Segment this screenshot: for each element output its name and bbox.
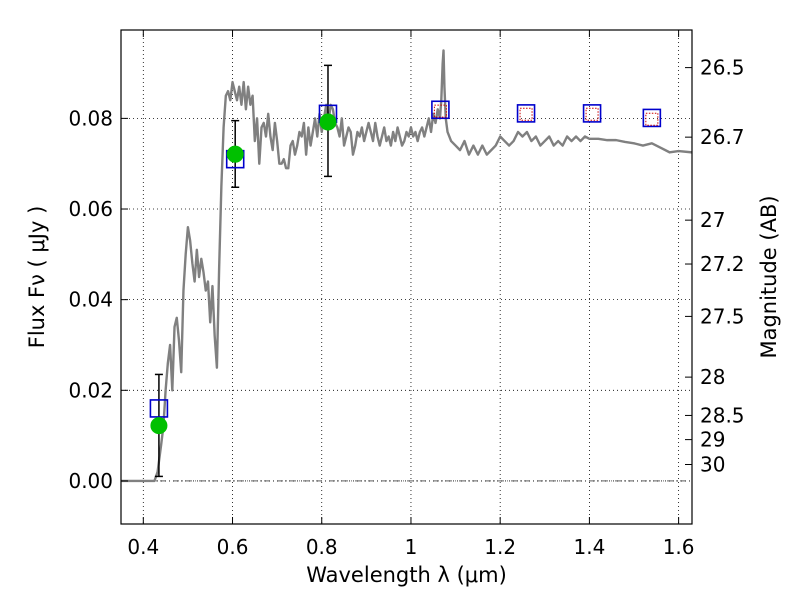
y-tick-label: 0.08 (68, 106, 113, 130)
y2-tick-label: 27.5 (700, 304, 745, 328)
dotted-square-marker (585, 107, 599, 121)
grid-layer (121, 30, 692, 524)
errorbar-layer (154, 64, 332, 478)
x-tick-label: 1 (405, 535, 418, 559)
dotted-square-marker (645, 112, 659, 126)
y2-tick-label: 29 (700, 428, 725, 452)
y-tick-label: 0.06 (68, 197, 113, 221)
x-tick-label: 0.4 (127, 535, 159, 559)
y2-tick-label: 28 (700, 365, 725, 389)
y-tick-label: 0.02 (68, 378, 113, 402)
x-tick-label: 1.4 (573, 535, 605, 559)
open-square-marker (149, 399, 169, 418)
open-square-marker (516, 104, 536, 123)
open-square-marker (642, 108, 662, 128)
y2-tick-label: 26.5 (700, 56, 745, 80)
y2-tick-label: 26.7 (700, 125, 745, 149)
tick-layer (121, 30, 692, 524)
marker-layer (149, 100, 662, 435)
data-point (226, 145, 244, 163)
data-point (319, 113, 337, 131)
spectrum-line (121, 49, 693, 483)
y2-tick-label: 27.2 (700, 252, 745, 276)
y2-axis-label: Magnitude (AB) (757, 195, 781, 358)
y2-tick-label: 30 (700, 452, 725, 476)
spectrum-layer (121, 49, 693, 483)
y-tick-label: 0.04 (68, 288, 113, 312)
plot-frame (120, 29, 693, 525)
x-tick-label: 1.6 (663, 535, 695, 559)
open-square-marker (431, 100, 450, 120)
data-point (150, 417, 168, 435)
x-tick-label: 0.8 (306, 535, 338, 559)
open-square-marker (582, 104, 602, 123)
x-tick-label: 1.2 (484, 535, 516, 559)
y-tick-label: 0.00 (68, 469, 113, 493)
y-axis-label: Flux Fν ( μJy ) (25, 206, 49, 349)
dotted-square-marker (433, 104, 447, 118)
tick-label-layer: 0.4 0.6 0.8 1 1.2 1.4 1.6 0.00 0.02 0.04 0.06 0.08 2… (68, 56, 744, 559)
y2-tick-label: 28.5 (700, 403, 745, 427)
x-tick-label: 0.6 (217, 535, 249, 559)
y2-tick-label: 27 (700, 208, 725, 232)
x-axis-label: Wavelength λ (μm) (306, 563, 507, 587)
dotted-square-marker (519, 107, 533, 121)
